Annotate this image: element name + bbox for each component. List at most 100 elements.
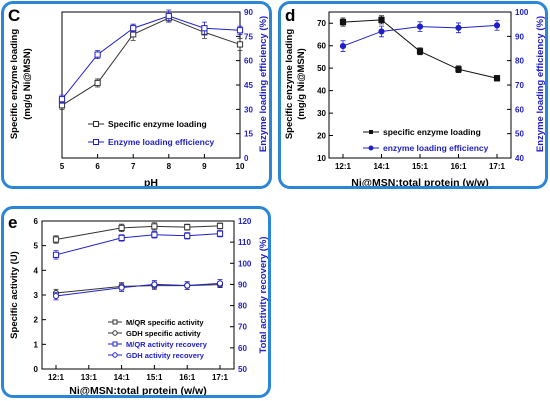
d-xtick-label-1: 14:1 [373,162,390,171]
c-xtick-label-5: 10 [236,162,245,171]
e-series-2-point-4 [216,230,224,237]
panel-d: d 12:1 14:1 15:1 16:1 17:1 10 20 30 40 50 60 70 40… [278,1,548,189]
d-ytick-right-label-3: 70 [515,81,524,90]
e-xtick-label-4: 16:1 [179,373,196,382]
legend-e-marker-0 [112,319,118,325]
c-series-1-line [61,15,241,100]
e-ytick-left-label-4: 4 [34,266,39,275]
e-xtick-label-5: 17:1 [212,373,229,382]
chart-e-svg: e 12:1 13:1 14:1 15:1 16:1 17:1 0 1 2 3 4 5 6 50 60 7… [8,213,269,395]
e-ytick-left-label-5: 5 [34,242,39,251]
legend-e-label-3: GDH activity recovery [126,351,205,360]
e-series-0-point-2 [151,223,158,230]
c-ytick-right-label-1: 15 [244,130,253,139]
c-series-0-point-1 [94,79,101,87]
e-series-0-line [55,225,221,240]
panel-label-d: d [285,6,295,25]
e-series-0-point-1 [118,224,125,232]
e-ytick-left-label-1: 1 [34,340,39,349]
e-ytick-right-label-6: 110 [238,238,251,247]
d-ytick-left-label-6: 70 [317,19,326,28]
d-ytick-left-label-2: 30 [317,109,326,118]
c-ytick-right-label-3: 45 [244,81,253,90]
d-ytick-left-label-0: 10 [317,154,326,163]
chart-d-svg: d 12:1 14:1 15:1 16:1 17:1 10 20 30 40 50 60 70 40… [284,6,546,189]
d-ytick-right-label-0: 40 [515,154,524,163]
legend-e-label-2: M/QR activity recovery [126,340,208,349]
y-axis-title-left-c-line1: Specific enzyme loading [9,29,20,140]
e-series-0-point-0 [52,236,60,243]
e-series-3-point-0 [52,292,60,300]
e-ytick-right-label-4: 90 [238,280,247,289]
e-series-2-point-1 [118,234,125,242]
d-ytick-left-label-1: 20 [317,132,326,141]
e-series-0-point-4 [216,222,224,230]
legend-d-label-0: specific enzyme loading [383,127,481,137]
chart-c-svg: C 5 6 7 8 9 10 0 15 30 45 60 75 90 pH Specific enzy… [8,6,269,189]
c-xtick-label-1: 6 [95,162,100,171]
legend-d-marker-0 [369,130,373,134]
c-xtick-label-4: 9 [202,162,207,171]
y-axis-title-right-d: Enzyme loading efficiency (%) [535,16,546,152]
e-ytick-right-label-5: 100 [238,259,252,268]
e-ytick-left-label-2: 2 [34,316,39,325]
legend-c-label-0: Specific enzyme loading [108,119,207,129]
d-xtick-label-3: 16:1 [450,162,467,171]
panel-c: C 5 6 7 8 9 10 0 15 30 45 60 75 90 pH Specific enzy… [1,1,272,189]
d-series-0-point-0 [339,19,347,26]
legend-c-marker-0 [93,121,99,127]
y-axis-title-left-d-line2: (mg/g Ni@MSN) [296,48,307,120]
e-series-3-point-1 [118,284,125,291]
c-series-1-point-4 [201,25,208,32]
d-series-1-point-1 [378,28,385,35]
c-ytick-right-label-2: 30 [244,105,253,114]
d-ytick-right-label-4: 80 [515,57,524,66]
d-series-1-point-0 [339,42,347,50]
e-series-3-point-2 [151,281,158,288]
c-ytick-right-label-6: 90 [244,8,253,17]
legend-e-label-0: M/QR specific activity [126,318,204,327]
d-ytick-right-label-2: 60 [515,105,524,114]
e-series-3-point-3 [184,282,191,289]
legend-e-marker-1 [112,330,118,336]
legend-e-marker-3 [112,352,118,358]
y-axis-title-right-e: Total activity recovery (%) [258,236,269,353]
legend-c-label-1: Enzyme loading efficiency [108,137,215,147]
c-ytick-right-label-0: 0 [244,154,249,163]
e-ytick-right-label-0: 50 [238,365,247,374]
d-ytick-right-label-5: 90 [515,32,524,41]
e-ytick-right-label-1: 60 [238,344,247,353]
d-series-1-point-4 [493,22,501,29]
d-series-1-point-2 [416,23,424,30]
c-ytick-right-label-5: 75 [244,32,253,41]
d-series-1-point-3 [455,24,462,31]
d-xtick-label-4: 17:1 [489,162,506,171]
e-xtick-label-3: 15:1 [146,373,163,382]
d-xtick-label-2: 15:1 [412,162,429,171]
e-ytick-right-label-7: 120 [238,217,252,226]
c-series-1-point-0 [58,96,66,103]
d-ytick-left-label-3: 40 [317,87,326,96]
d-ytick-right-label-6: 100 [515,8,529,17]
y-axis-title-right-c: Enzyme loading efficiency (%) [258,16,269,152]
e-ytick-left-label-3: 3 [34,291,39,300]
c-series-1-point-3 [165,12,172,20]
e-series-2-point-0 [52,251,60,258]
e-xtick-label-2: 14:1 [114,373,131,382]
legend-e-marker-2 [112,341,118,347]
y-axis-title-left-c-line2: (mg/g Ni@MSN) [22,48,33,120]
c-xtick-label-3: 8 [167,162,172,171]
e-series-2-point-3 [184,232,191,239]
e-ytick-right-label-3: 80 [238,302,247,311]
d-series-0-point-2 [416,48,424,55]
x-axis-title-c: pH [144,177,158,189]
d-ytick-left-label-5: 60 [317,42,326,51]
c-series-1-point-1 [94,51,101,58]
d-series-0-point-1 [378,16,385,23]
e-series-2-line [55,233,221,256]
legend-c-marker-1 [93,139,99,145]
x-axis-title-d: Ni@MSN:total protein (w/w) [351,177,488,189]
e-xtick-label-0: 12:1 [48,373,65,382]
legend-e: M/QR specific activity GDH specific acti… [108,318,208,360]
legend-d: specific enzyme loading enzyme loading e… [363,127,489,153]
